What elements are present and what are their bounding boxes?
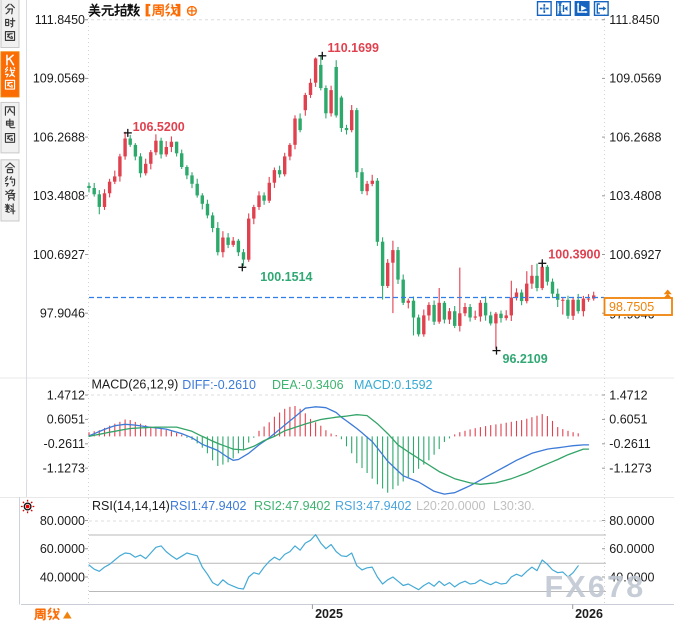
svg-text:RSI1:47.9402: RSI1:47.9402: [170, 499, 246, 513]
svg-text:0.6051: 0.6051: [47, 413, 85, 427]
svg-text:60.0000: 60.0000: [40, 542, 85, 556]
svg-text:106.2688: 106.2688: [33, 130, 85, 144]
svg-text:1.4712: 1.4712: [47, 388, 85, 402]
svg-text:103.4808: 103.4808: [609, 189, 661, 203]
svg-text:0.6051: 0.6051: [609, 413, 647, 427]
svg-text:100.6927: 100.6927: [609, 248, 661, 262]
svg-text:100.6927: 100.6927: [33, 248, 85, 262]
svg-text:97.9046: 97.9046: [40, 307, 85, 321]
svg-text:DEA:-0.3406: DEA:-0.3406: [272, 378, 344, 392]
svg-text:MACD(26,12,9): MACD(26,12,9): [92, 378, 179, 392]
svg-text:109.0569: 109.0569: [609, 72, 661, 86]
svg-text:100.3900: 100.3900: [548, 248, 600, 262]
svg-text:98.7505: 98.7505: [609, 300, 654, 314]
svg-text:2025: 2025: [315, 607, 343, 621]
svg-text:DIFF:-0.2610: DIFF:-0.2610: [182, 378, 256, 392]
svg-text:MACD:0.1592: MACD:0.1592: [354, 378, 433, 392]
svg-text:109.0569: 109.0569: [33, 72, 85, 86]
svg-text:RSI2:47.9402: RSI2:47.9402: [254, 499, 330, 513]
svg-text:-1.1273: -1.1273: [609, 462, 651, 476]
svg-text:106.5200: 106.5200: [133, 120, 185, 134]
svg-text:60.0000: 60.0000: [609, 542, 654, 556]
svg-text:1.4712: 1.4712: [609, 388, 647, 402]
svg-text:100.1514: 100.1514: [260, 270, 312, 284]
svg-text:L30:30.: L30:30.: [493, 499, 535, 513]
svg-text:RSI(14,14,14): RSI(14,14,14): [92, 499, 170, 513]
svg-text:2026: 2026: [575, 607, 603, 621]
svg-text:-1.1273: -1.1273: [43, 462, 85, 476]
svg-text:80.0000: 80.0000: [609, 514, 654, 528]
svg-text:RSI3:47.9402: RSI3:47.9402: [335, 499, 411, 513]
svg-text:111.8450: 111.8450: [609, 13, 659, 27]
svg-text:80.0000: 80.0000: [40, 514, 85, 528]
svg-text:40.0000: 40.0000: [609, 570, 654, 584]
svg-text:96.2109: 96.2109: [503, 352, 548, 366]
svg-text:FX678: FX678: [545, 570, 646, 604]
svg-text:-0.2611: -0.2611: [44, 437, 86, 451]
svg-text:106.2688: 106.2688: [609, 130, 661, 144]
svg-text:103.4808: 103.4808: [33, 189, 85, 203]
svg-text:110.1699: 110.1699: [328, 41, 379, 55]
svg-text:-0.2611: -0.2611: [609, 437, 651, 451]
svg-text:40.0000: 40.0000: [40, 570, 85, 584]
svg-text:111.8450: 111.8450: [35, 13, 85, 27]
svg-text:L20:20.0000: L20:20.0000: [416, 499, 486, 513]
